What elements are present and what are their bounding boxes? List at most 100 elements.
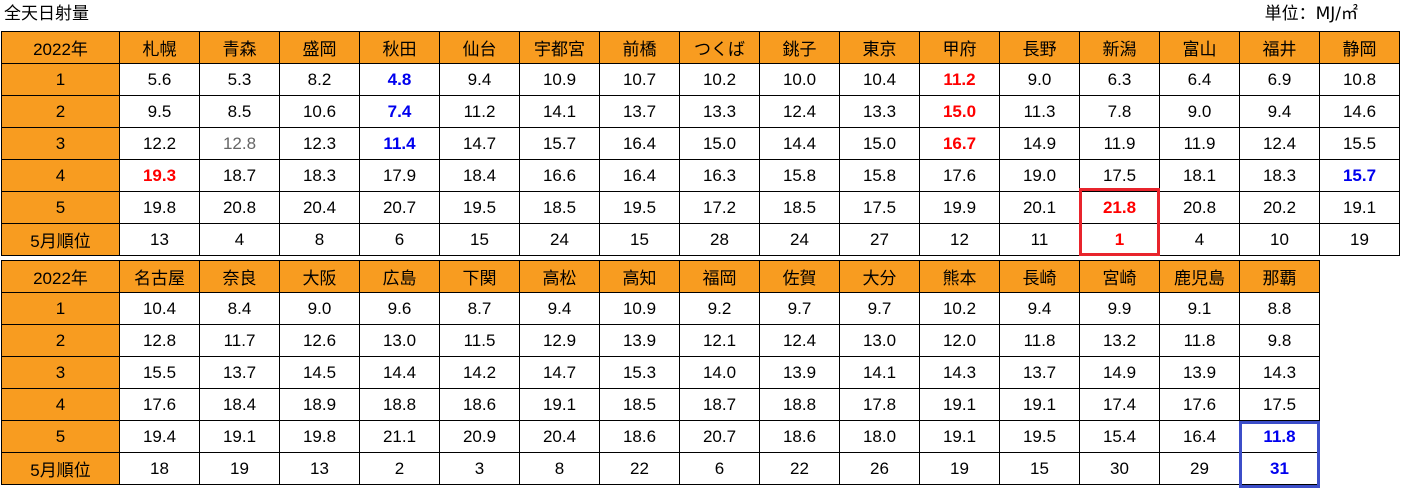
city-header: 名古屋 xyxy=(119,260,200,293)
value-cell: 18.7 xyxy=(199,159,280,192)
value-cell: 18.8 xyxy=(359,388,440,421)
value-cell: 13.7 xyxy=(999,356,1080,389)
value-cell: 19.5 xyxy=(999,420,1080,453)
value-cell: 15 xyxy=(439,223,520,256)
value-cell: 10.8 xyxy=(1319,63,1400,96)
year-header: 2022年 xyxy=(1,260,120,293)
value-cell: 14.7 xyxy=(439,127,520,160)
value-cell: 17.6 xyxy=(919,159,1000,192)
value-cell: 12.8 xyxy=(199,127,280,160)
value-cell: 9.7 xyxy=(839,292,920,325)
value-cell: 10.4 xyxy=(119,292,200,325)
value-cell: 14.4 xyxy=(359,356,440,389)
value-cell: 19.0 xyxy=(999,159,1080,192)
row-label: 3 xyxy=(1,127,120,160)
value-cell: 4 xyxy=(199,223,280,256)
value-cell: 19.1 xyxy=(919,388,1000,421)
value-cell: 8.5 xyxy=(199,95,280,128)
value-cell: 13.0 xyxy=(359,324,440,357)
value-cell: 12 xyxy=(919,223,1000,256)
city-header: 盛岡 xyxy=(279,31,360,64)
header-row: 2022年 名古屋 奈良 大阪 広島 下関 高松 高知 福岡 佐賀 大分 熊本 長崎 宮崎 鹿児島 那覇 xyxy=(1,260,1320,293)
city-header: 熊本 xyxy=(919,260,1000,293)
value-cell: 9.9 xyxy=(1079,292,1160,325)
value-cell: 11.4 xyxy=(359,127,440,160)
value-cell: 16.7 xyxy=(919,127,1000,160)
row-label: 5月順位 xyxy=(1,452,120,485)
value-cell: 18.4 xyxy=(199,388,280,421)
city-header: 長崎 xyxy=(999,260,1080,293)
value-cell: 9.0 xyxy=(1159,95,1240,128)
value-cell: 11 xyxy=(999,223,1080,256)
value-cell: 14.4 xyxy=(759,127,840,160)
value-cell: 20.8 xyxy=(1159,191,1240,224)
row-label: 3 xyxy=(1,356,120,389)
value-cell: 4 xyxy=(1159,223,1240,256)
city-header: 東京 xyxy=(839,31,920,64)
value-cell: 18.5 xyxy=(519,191,600,224)
value-cell: 11.9 xyxy=(1079,127,1160,160)
value-cell: 16.4 xyxy=(599,127,680,160)
city-header: 那覇 xyxy=(1239,260,1320,293)
value-cell: 12.4 xyxy=(759,324,840,357)
value-cell: 19.1 xyxy=(999,388,1080,421)
table-row: 3 15.5 13.7 14.5 14.4 14.2 14.7 15.3 14.0 13.9 14.… xyxy=(1,356,1320,389)
header-row: 2022年 札幌 青森 盛岡 秋田 仙台 宇都宮 前橋 つくば 銚子 東京 甲府 長野 新潟 富山 福井 静岡 xyxy=(1,31,1400,64)
value-cell: 18.8 xyxy=(759,388,840,421)
value-cell: 18.3 xyxy=(1239,159,1320,192)
value-cell: 14.3 xyxy=(1239,356,1320,389)
value-cell: 19.1 xyxy=(519,388,600,421)
value-cell: 19.1 xyxy=(199,420,280,453)
value-cell: 1 xyxy=(1079,223,1160,256)
value-cell: 13.7 xyxy=(199,356,280,389)
unit-label: 単位：MJ/㎡ xyxy=(1264,4,1358,24)
value-cell: 15.0 xyxy=(679,127,760,160)
value-cell: 9.4 xyxy=(439,63,520,96)
value-cell: 28 xyxy=(679,223,760,256)
value-cell: 7.4 xyxy=(359,95,440,128)
value-cell: 13.9 xyxy=(1159,356,1240,389)
value-cell: 21.1 xyxy=(359,420,440,453)
value-cell: 18.6 xyxy=(599,420,680,453)
value-cell: 9.4 xyxy=(1239,95,1320,128)
value-cell: 15.7 xyxy=(1319,159,1400,192)
value-cell: 8.7 xyxy=(439,292,520,325)
value-cell: 14.9 xyxy=(1079,356,1160,389)
value-cell: 24 xyxy=(759,223,840,256)
value-cell: 15.8 xyxy=(759,159,840,192)
value-cell: 10.2 xyxy=(919,292,1000,325)
value-cell: 12.9 xyxy=(519,324,600,357)
city-header: 札幌 xyxy=(119,31,200,64)
table-row: 4 17.6 18.4 18.9 18.8 18.6 19.1 18.5 18.7 18.8 17.… xyxy=(1,388,1320,421)
value-cell: 10.7 xyxy=(599,63,680,96)
value-cell: 14.5 xyxy=(279,356,360,389)
value-cell: 18.7 xyxy=(679,388,760,421)
table-row: 4 19.3 18.7 18.3 17.9 18.4 16.6 16.4 16.3 15.8 15.… xyxy=(1,159,1400,192)
city-header: 鹿児島 xyxy=(1159,260,1240,293)
city-header: 仙台 xyxy=(439,31,520,64)
solar-radiation-table-east: 2022年 札幌 青森 盛岡 秋田 仙台 宇都宮 前橋 つくば 銚子 東京 甲府 長野 新潟 富山 福井 静岡 1… xyxy=(1,31,1400,256)
city-header: 青森 xyxy=(199,31,280,64)
value-cell: 11.2 xyxy=(919,63,1000,96)
value-cell: 13.3 xyxy=(839,95,920,128)
city-header: つくば xyxy=(679,31,760,64)
value-cell: 12.2 xyxy=(119,127,200,160)
value-cell: 13 xyxy=(279,452,360,485)
city-header: 静岡 xyxy=(1319,31,1400,64)
value-cell: 12.1 xyxy=(679,324,760,357)
table-row: 2 9.5 8.5 10.6 7.4 11.2 14.1 13.7 13.3 12.4 13.3 15… xyxy=(1,95,1400,128)
row-label: 5 xyxy=(1,420,120,453)
value-cell: 13.0 xyxy=(839,324,920,357)
value-cell: 13.3 xyxy=(679,95,760,128)
value-cell: 18.6 xyxy=(759,420,840,453)
value-cell: 3 xyxy=(439,452,520,485)
value-cell: 15.4 xyxy=(1079,420,1160,453)
value-cell: 14.1 xyxy=(839,356,920,389)
table-row: 1 5.6 5.3 8.2 4.8 9.4 10.9 10.7 10.2 10.0 10.4 11.2… xyxy=(1,63,1400,96)
value-cell: 9.6 xyxy=(359,292,440,325)
city-header: 高松 xyxy=(519,260,600,293)
value-cell: 13.9 xyxy=(599,324,680,357)
value-cell: 18.5 xyxy=(599,388,680,421)
value-cell: 7.8 xyxy=(1079,95,1160,128)
value-cell: 4.8 xyxy=(359,63,440,96)
